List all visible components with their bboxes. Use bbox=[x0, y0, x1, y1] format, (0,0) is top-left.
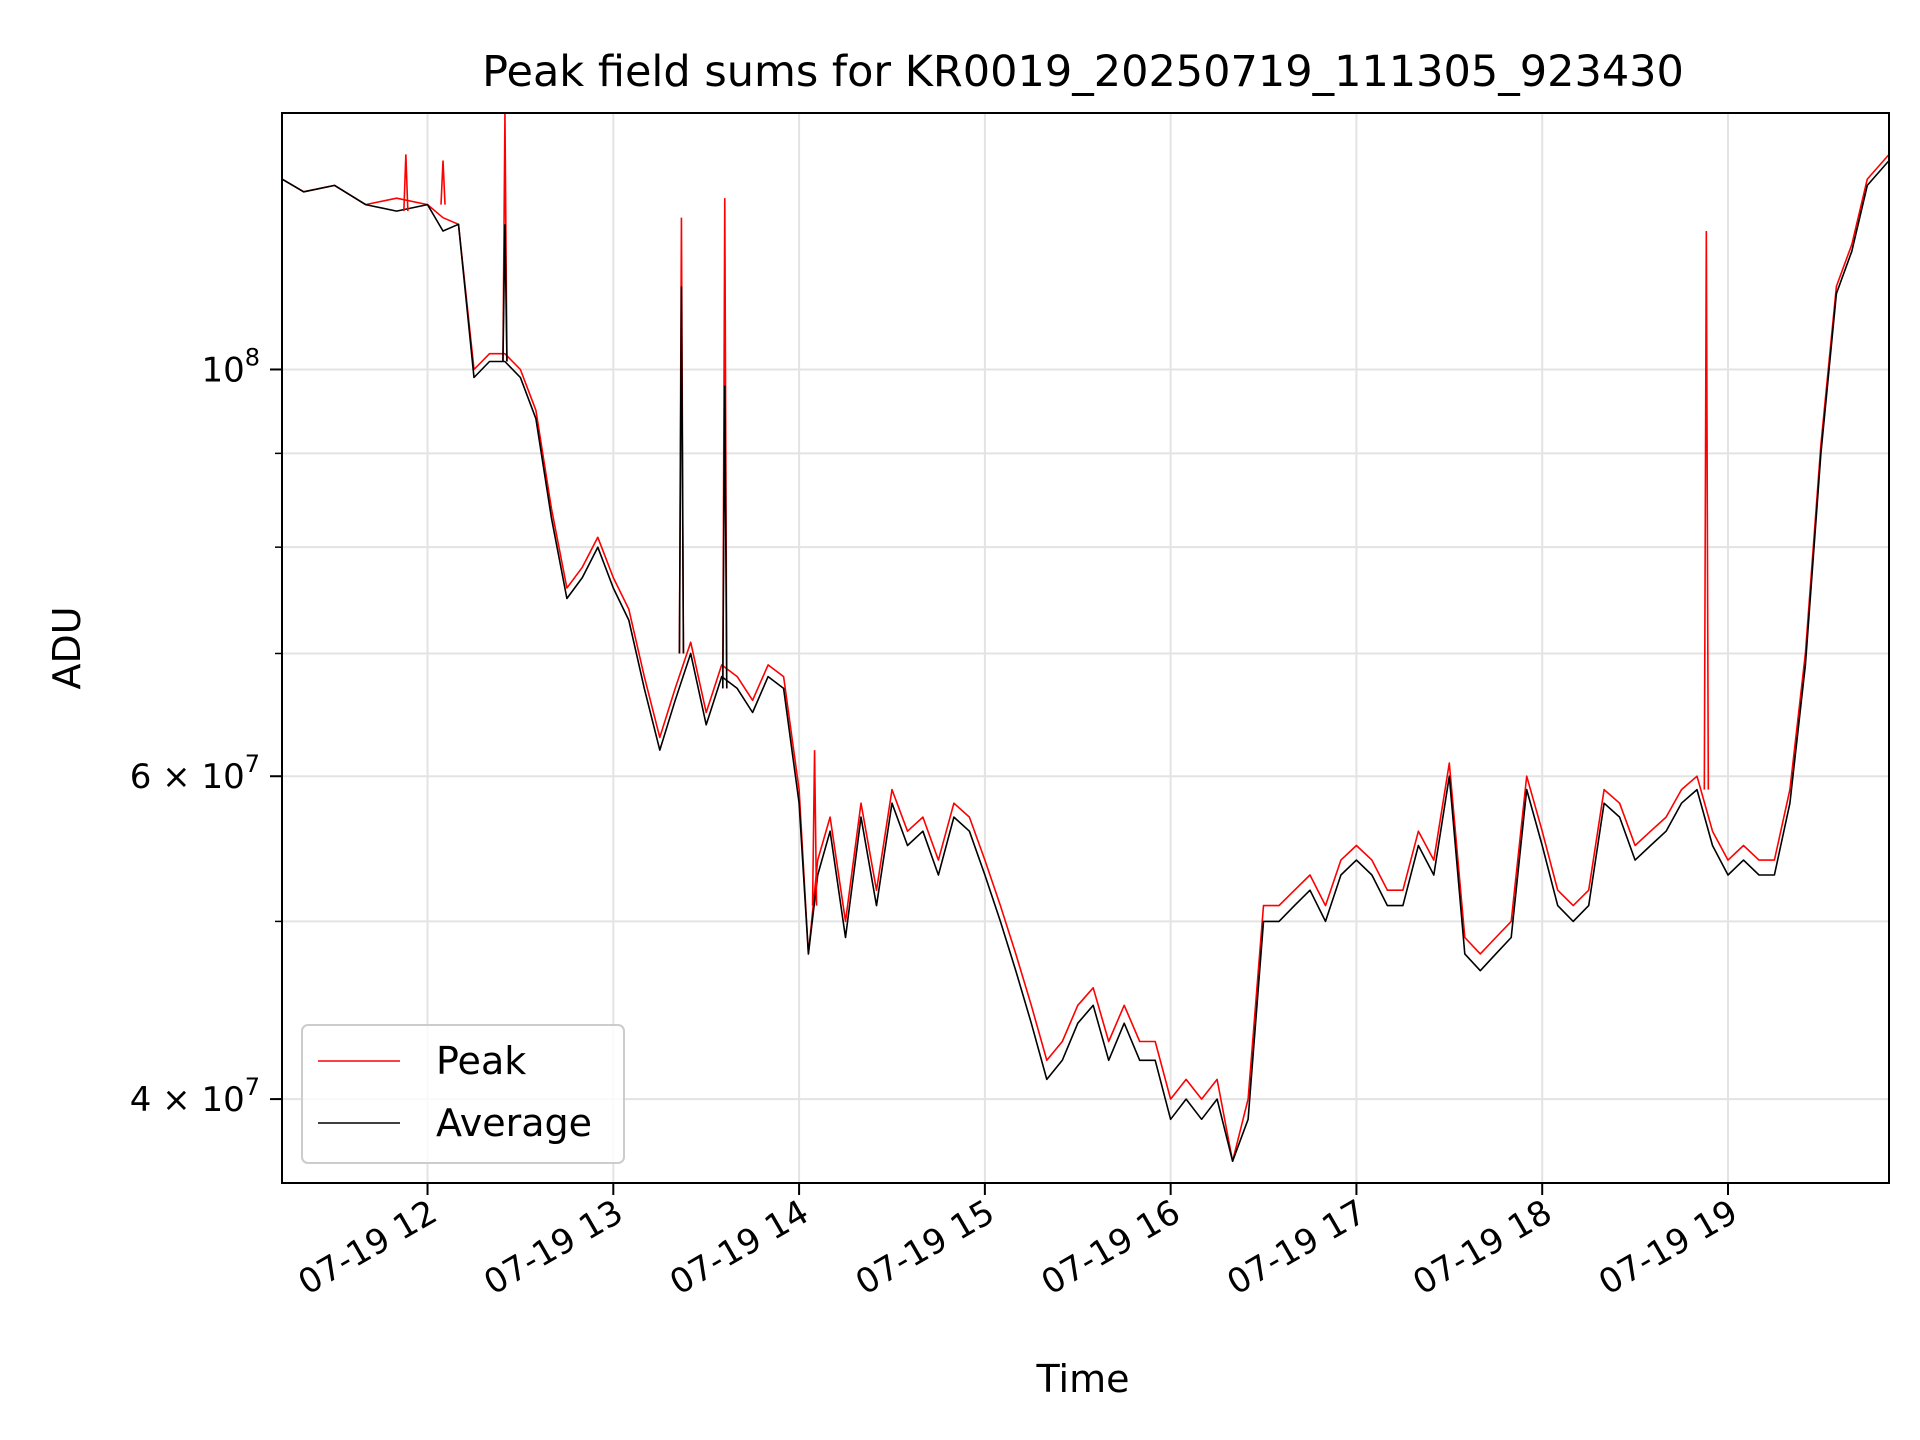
legend: Peak Average bbox=[301, 1024, 625, 1164]
y-axis-label: ADU bbox=[45, 606, 89, 689]
series-peak-line bbox=[281, 153, 1890, 1162]
peak-spike bbox=[811, 750, 818, 906]
peak-spike bbox=[440, 160, 446, 205]
x-axis-label: Time bbox=[1036, 1357, 1130, 1401]
legend-box bbox=[301, 1024, 625, 1164]
y-tick-label: 4 × 107 bbox=[130, 1073, 260, 1120]
y-tick-label: 108 bbox=[201, 343, 260, 390]
chart-title: Peak field sums for KR0019_20250719_1113… bbox=[482, 47, 1684, 97]
legend-label-peak: Peak bbox=[436, 1039, 526, 1083]
average-spike bbox=[502, 224, 508, 362]
series-average-line bbox=[281, 160, 1890, 1162]
peak-spike bbox=[403, 154, 409, 212]
legend-label-average: Average bbox=[436, 1101, 592, 1145]
plot-area-frame bbox=[281, 112, 1890, 1184]
peak-spike bbox=[1703, 230, 1710, 790]
average-spike bbox=[721, 385, 728, 689]
average-spike bbox=[678, 286, 685, 654]
series-layer bbox=[281, 112, 1890, 1162]
y-tick-label: 6 × 107 bbox=[130, 750, 260, 797]
